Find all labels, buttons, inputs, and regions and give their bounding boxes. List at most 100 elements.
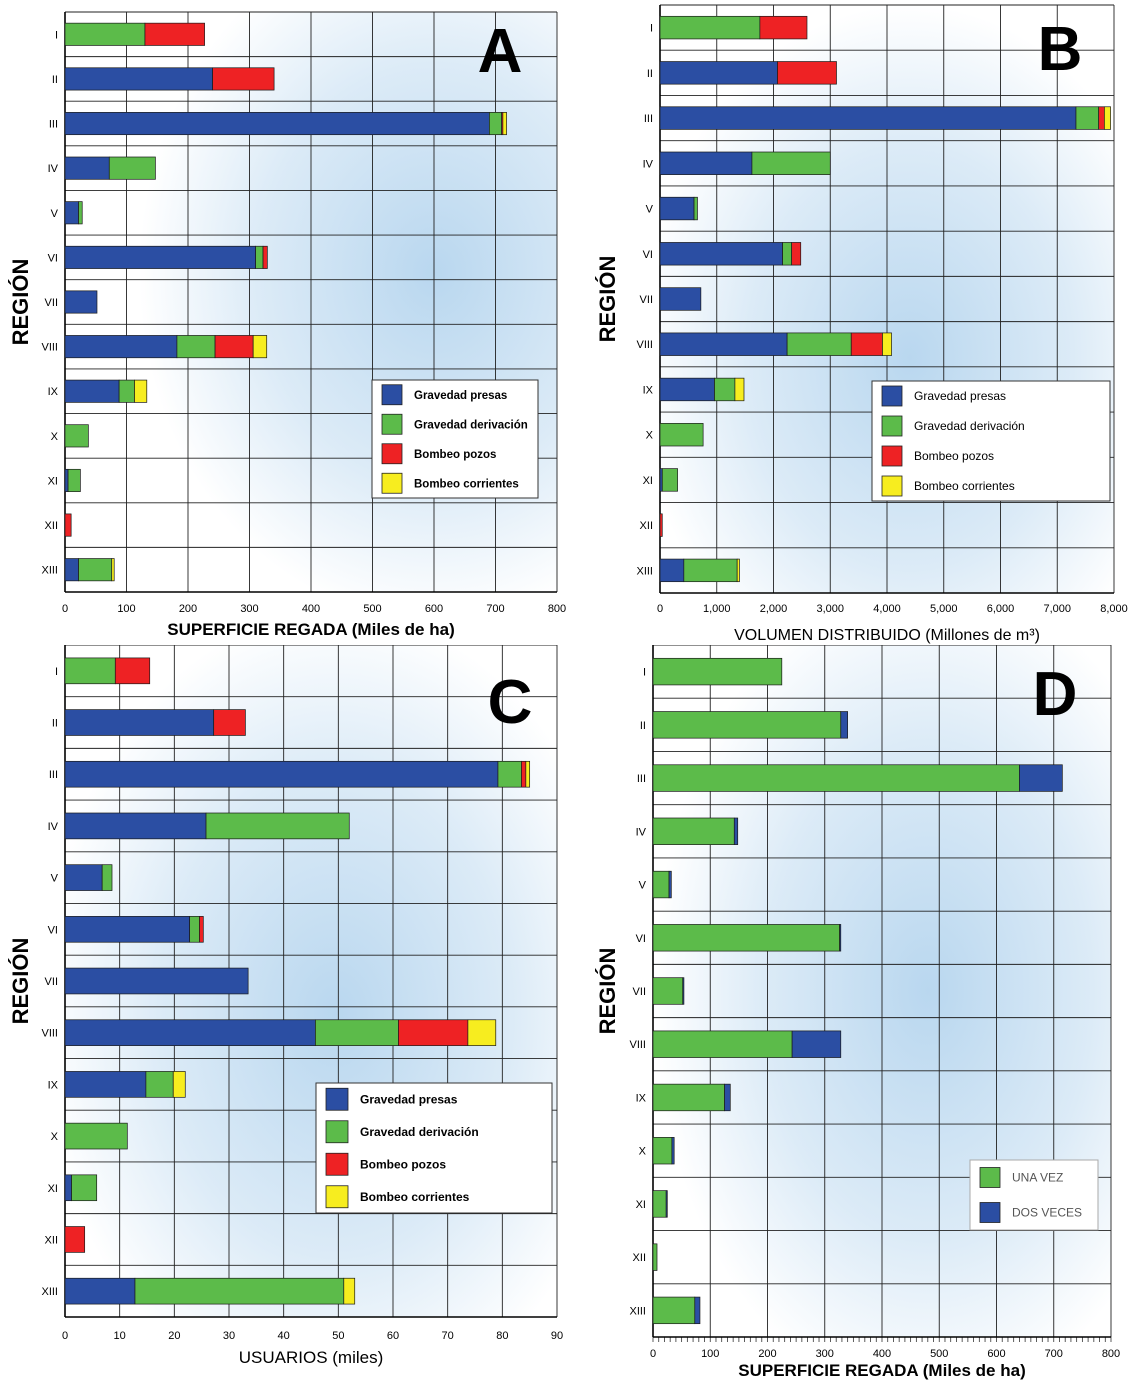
bar-a-iv-s0 xyxy=(64,156,110,180)
legend-label: Bombeo pozos xyxy=(414,449,496,461)
bar-c-i-s2 xyxy=(114,657,151,685)
legend-label: DOS VECES xyxy=(1012,1206,1082,1220)
x-tick-label: 70 xyxy=(442,1330,454,1342)
bar-c-xii-s2 xyxy=(64,1226,86,1253)
category-label: I xyxy=(643,667,646,679)
category-label: III xyxy=(644,113,653,125)
x-tick-label: 90 xyxy=(551,1330,563,1342)
bar-b-i-s2 xyxy=(759,15,808,40)
x-tick-label: 3,000 xyxy=(816,603,844,615)
legend-box xyxy=(871,380,1111,502)
bar-b-v-s1 xyxy=(693,196,698,221)
category-label: VII xyxy=(640,294,653,306)
bar-b-ix-s0 xyxy=(659,377,715,402)
legend-label: Bombeo corrientes xyxy=(414,478,519,490)
bar-d-v-s0 xyxy=(652,870,670,899)
legend-label: Gravedad derivación xyxy=(360,1125,479,1139)
bar-b-v-s0 xyxy=(659,196,695,221)
bar-b-iv-s0 xyxy=(659,151,753,175)
x-axis-label: SUPERFICIE REGADA (Miles de ha) xyxy=(738,1361,1025,1380)
x-tick-label: 6,000 xyxy=(987,603,1015,615)
bar-c-iii-s3 xyxy=(525,760,531,788)
x-tick-label: 500 xyxy=(930,1348,948,1360)
legend-swatch xyxy=(881,385,903,407)
bar-b-iv-s1 xyxy=(751,151,831,175)
x-tick-label: 80 xyxy=(496,1330,508,1342)
legend: Gravedad presas Gravedad derivación Bombeo… xyxy=(871,380,1111,502)
bar-c-xiii-s3 xyxy=(343,1277,356,1305)
bar-c-vii-s0 xyxy=(64,967,249,995)
legend-swatch xyxy=(381,472,403,494)
bar-a-v-s0 xyxy=(64,201,79,225)
bar-c-viii-s2 xyxy=(398,1019,469,1046)
bar-b-xiii-s0 xyxy=(659,558,685,583)
x-tick-label: 200 xyxy=(758,1348,776,1360)
x-tick-label: 20 xyxy=(168,1330,180,1342)
bar-a-i-s1 xyxy=(64,22,146,46)
bar-d-iv-s1 xyxy=(733,817,739,845)
category-label: VIII xyxy=(41,1028,58,1040)
bar-b-ix-s3 xyxy=(734,377,745,402)
x-tick-label: 5,000 xyxy=(930,603,958,615)
legend-swatch xyxy=(381,413,403,435)
legend-swatch xyxy=(979,1167,1001,1188)
bar-d-viii-s0 xyxy=(652,1030,793,1058)
bar-b-viii-s2 xyxy=(850,332,883,356)
category-label: XIII xyxy=(629,1305,646,1317)
category-label: V xyxy=(646,204,654,216)
x-tick-label: 50 xyxy=(332,1330,344,1342)
x-tick-label: 100 xyxy=(117,603,135,615)
category-label: II xyxy=(52,718,58,730)
bar-b-xiii-s3 xyxy=(736,558,740,583)
x-tick-label: 0 xyxy=(650,1348,656,1360)
bar-a-xiii-s1 xyxy=(78,558,113,582)
legend-label: Gravedad presas xyxy=(360,1092,458,1106)
x-tick-label: 600 xyxy=(987,1348,1005,1360)
x-tick-label: 0 xyxy=(62,603,68,615)
bar-b-iii-s1 xyxy=(1075,106,1100,130)
bar-a-ix-s3 xyxy=(134,379,148,403)
bar-a-ii-s0 xyxy=(64,67,213,91)
category-label: XII xyxy=(45,520,58,532)
bar-d-i-s0 xyxy=(652,657,783,686)
bar-d-iii-s0 xyxy=(652,764,1020,792)
bar-d-vii-s1 xyxy=(682,977,685,1005)
category-label: XI xyxy=(636,1199,646,1211)
bar-d-ix-s1 xyxy=(724,1083,731,1112)
bar-b-iii-s2 xyxy=(1098,106,1105,130)
category-label: IX xyxy=(48,1079,59,1091)
bar-b-i-s1 xyxy=(659,15,761,40)
bar-c-xi-s1 xyxy=(71,1174,98,1202)
bar-a-v-s1 xyxy=(78,201,83,225)
bar-c-iv-s0 xyxy=(64,812,207,840)
bar-a-iv-s1 xyxy=(108,156,156,180)
legend: Gravedad presas Gravedad derivación Bombeo… xyxy=(371,379,539,499)
legend-swatch xyxy=(325,1152,349,1176)
bar-a-vi-s0 xyxy=(64,245,256,269)
bar-c-x-s1 xyxy=(64,1122,128,1150)
category-label: XI xyxy=(48,1183,58,1195)
bar-b-ii-s2 xyxy=(777,61,837,85)
bar-c-ix-s0 xyxy=(64,1071,147,1098)
legend-box xyxy=(315,1082,553,1214)
legend-label: Gravedad derivación xyxy=(914,419,1025,433)
bar-a-iii-s3 xyxy=(502,112,507,136)
bar-d-ii-s1 xyxy=(840,711,848,739)
legend-label: Gravedad presas xyxy=(414,390,507,402)
category-label: II xyxy=(647,68,653,80)
panel-letter: C xyxy=(488,668,533,737)
bar-d-ix-s0 xyxy=(652,1083,725,1112)
legend: UNA VEZ DOS VECES xyxy=(969,1159,1099,1231)
category-label: V xyxy=(51,873,59,885)
bar-b-xi-s1 xyxy=(661,468,678,492)
bar-b-viii-s3 xyxy=(882,332,892,356)
category-label: III xyxy=(637,773,646,785)
x-tick-label: 300 xyxy=(240,603,258,615)
bar-a-xi-s0 xyxy=(64,468,69,492)
bar-d-xii-s0 xyxy=(652,1243,658,1271)
category-label: VII xyxy=(45,297,58,309)
bar-c-ii-s0 xyxy=(64,709,215,736)
bar-d-xi-s1 xyxy=(665,1190,668,1218)
x-tick-label: 700 xyxy=(1045,1348,1063,1360)
category-label: IV xyxy=(636,826,647,838)
